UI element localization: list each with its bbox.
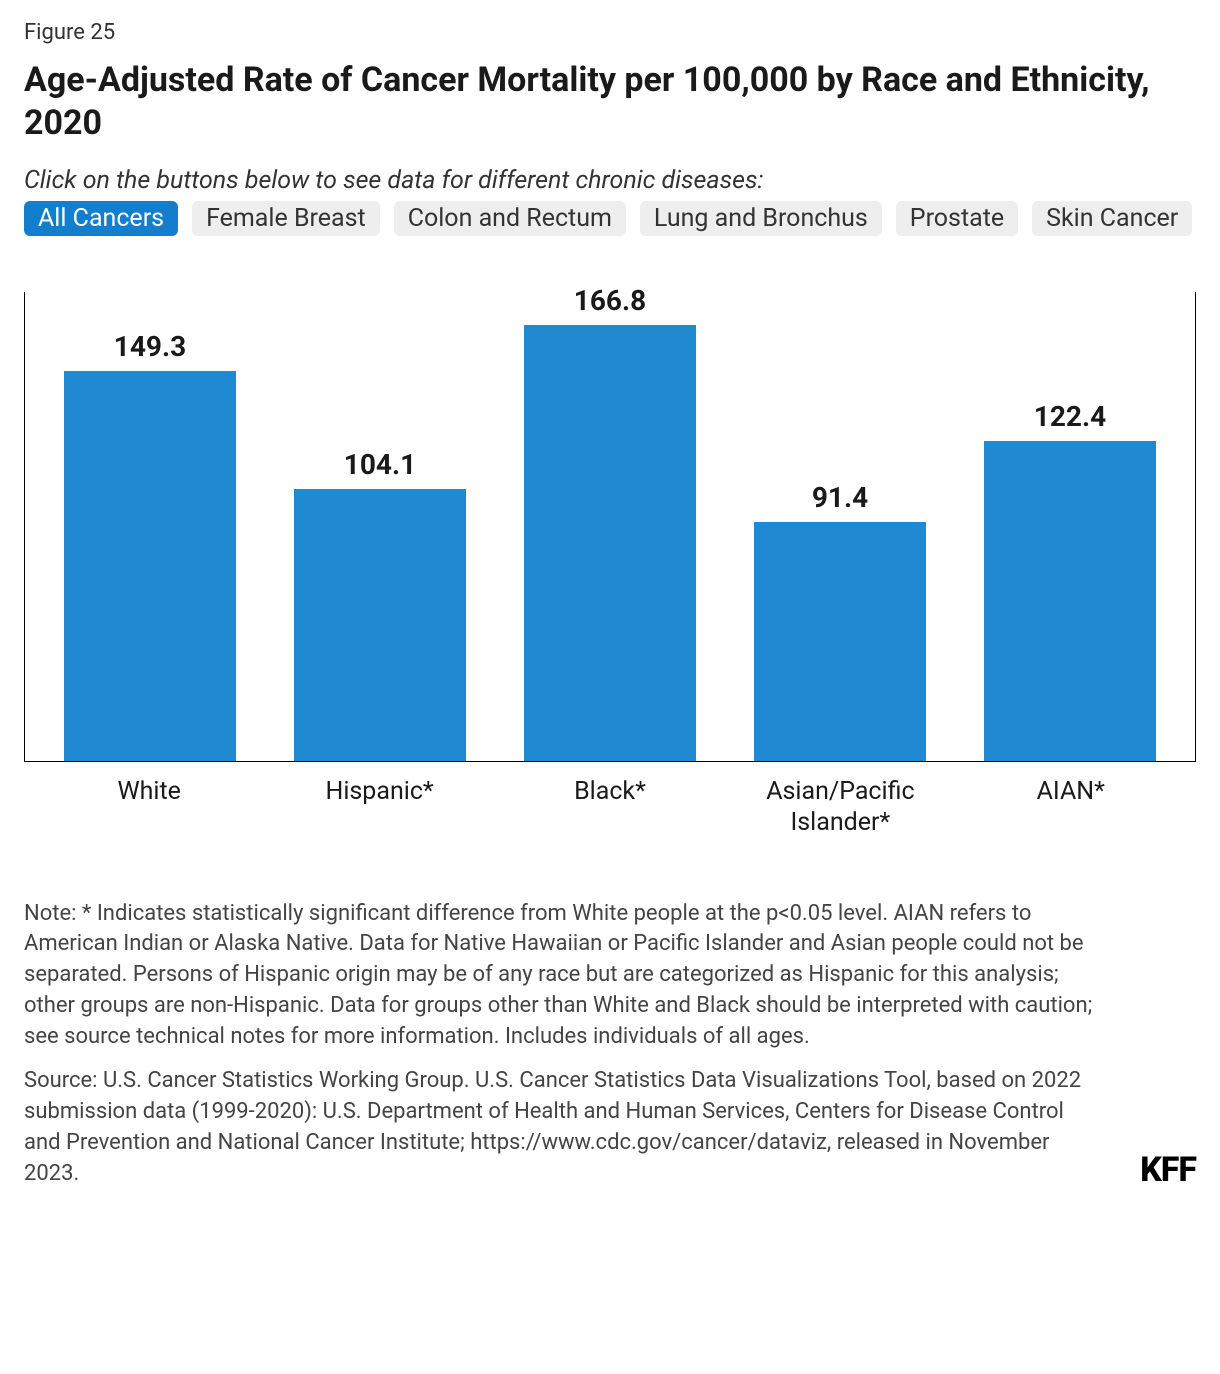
- x-axis-label: White: [34, 776, 264, 839]
- tab-female-breast[interactable]: Female Breast: [192, 201, 380, 236]
- tab-colon-and-rectum[interactable]: Colon and Rectum: [394, 201, 626, 236]
- bar: [64, 371, 237, 761]
- plot-area: 149.3104.1166.891.4122.4: [24, 292, 1196, 762]
- bar: [984, 441, 1157, 761]
- disease-tabs: All Cancers Female Breast Colon and Rectum…: [24, 201, 1196, 236]
- bar-value-label: 149.3: [114, 330, 186, 363]
- bar: [524, 325, 697, 761]
- bar-value-label: 122.4: [1034, 400, 1106, 433]
- source-text: Source: U.S. Cancer Statistics Working G…: [24, 1066, 1094, 1189]
- tab-lung-and-bronchus[interactable]: Lung and Bronchus: [640, 201, 882, 236]
- tab-all-cancers[interactable]: All Cancers: [24, 201, 178, 236]
- bar: [754, 522, 927, 761]
- bar-value-label: 91.4: [812, 481, 868, 514]
- kff-logo: KFF: [1140, 1150, 1196, 1190]
- bar: [294, 489, 467, 761]
- bar-group: 166.8: [495, 284, 725, 761]
- tab-skin-cancer[interactable]: Skin Cancer: [1032, 201, 1192, 236]
- tab-prostate[interactable]: Prostate: [896, 201, 1018, 236]
- bar-group: 149.3: [35, 330, 265, 761]
- x-axis-label: Asian/Pacific Islander*: [725, 776, 955, 839]
- x-axis-labels: WhiteHispanic*Black*Asian/Pacific Island…: [24, 762, 1196, 839]
- bar-group: 91.4: [725, 481, 955, 761]
- footer: Note: * Indicates statistically signific…: [24, 899, 1196, 1190]
- bar-value-label: 166.8: [574, 284, 646, 317]
- x-axis-label: Hispanic*: [264, 776, 494, 839]
- chart-title: Age-Adjusted Rate of Cancer Mortality pe…: [24, 59, 1196, 144]
- bar-group: 104.1: [265, 448, 495, 761]
- bar-chart: 149.3104.1166.891.4122.4 WhiteHispanic*B…: [24, 292, 1196, 839]
- x-axis-label: Black*: [495, 776, 725, 839]
- footnote: Note: * Indicates statistically signific…: [24, 899, 1094, 1053]
- tab-instruction: Click on the buttons below to see data f…: [24, 166, 1196, 195]
- figure-label: Figure 25: [24, 20, 1196, 45]
- x-axis-label: AIAN*: [956, 776, 1186, 839]
- bar-group: 122.4: [955, 400, 1185, 761]
- bar-value-label: 104.1: [344, 448, 416, 481]
